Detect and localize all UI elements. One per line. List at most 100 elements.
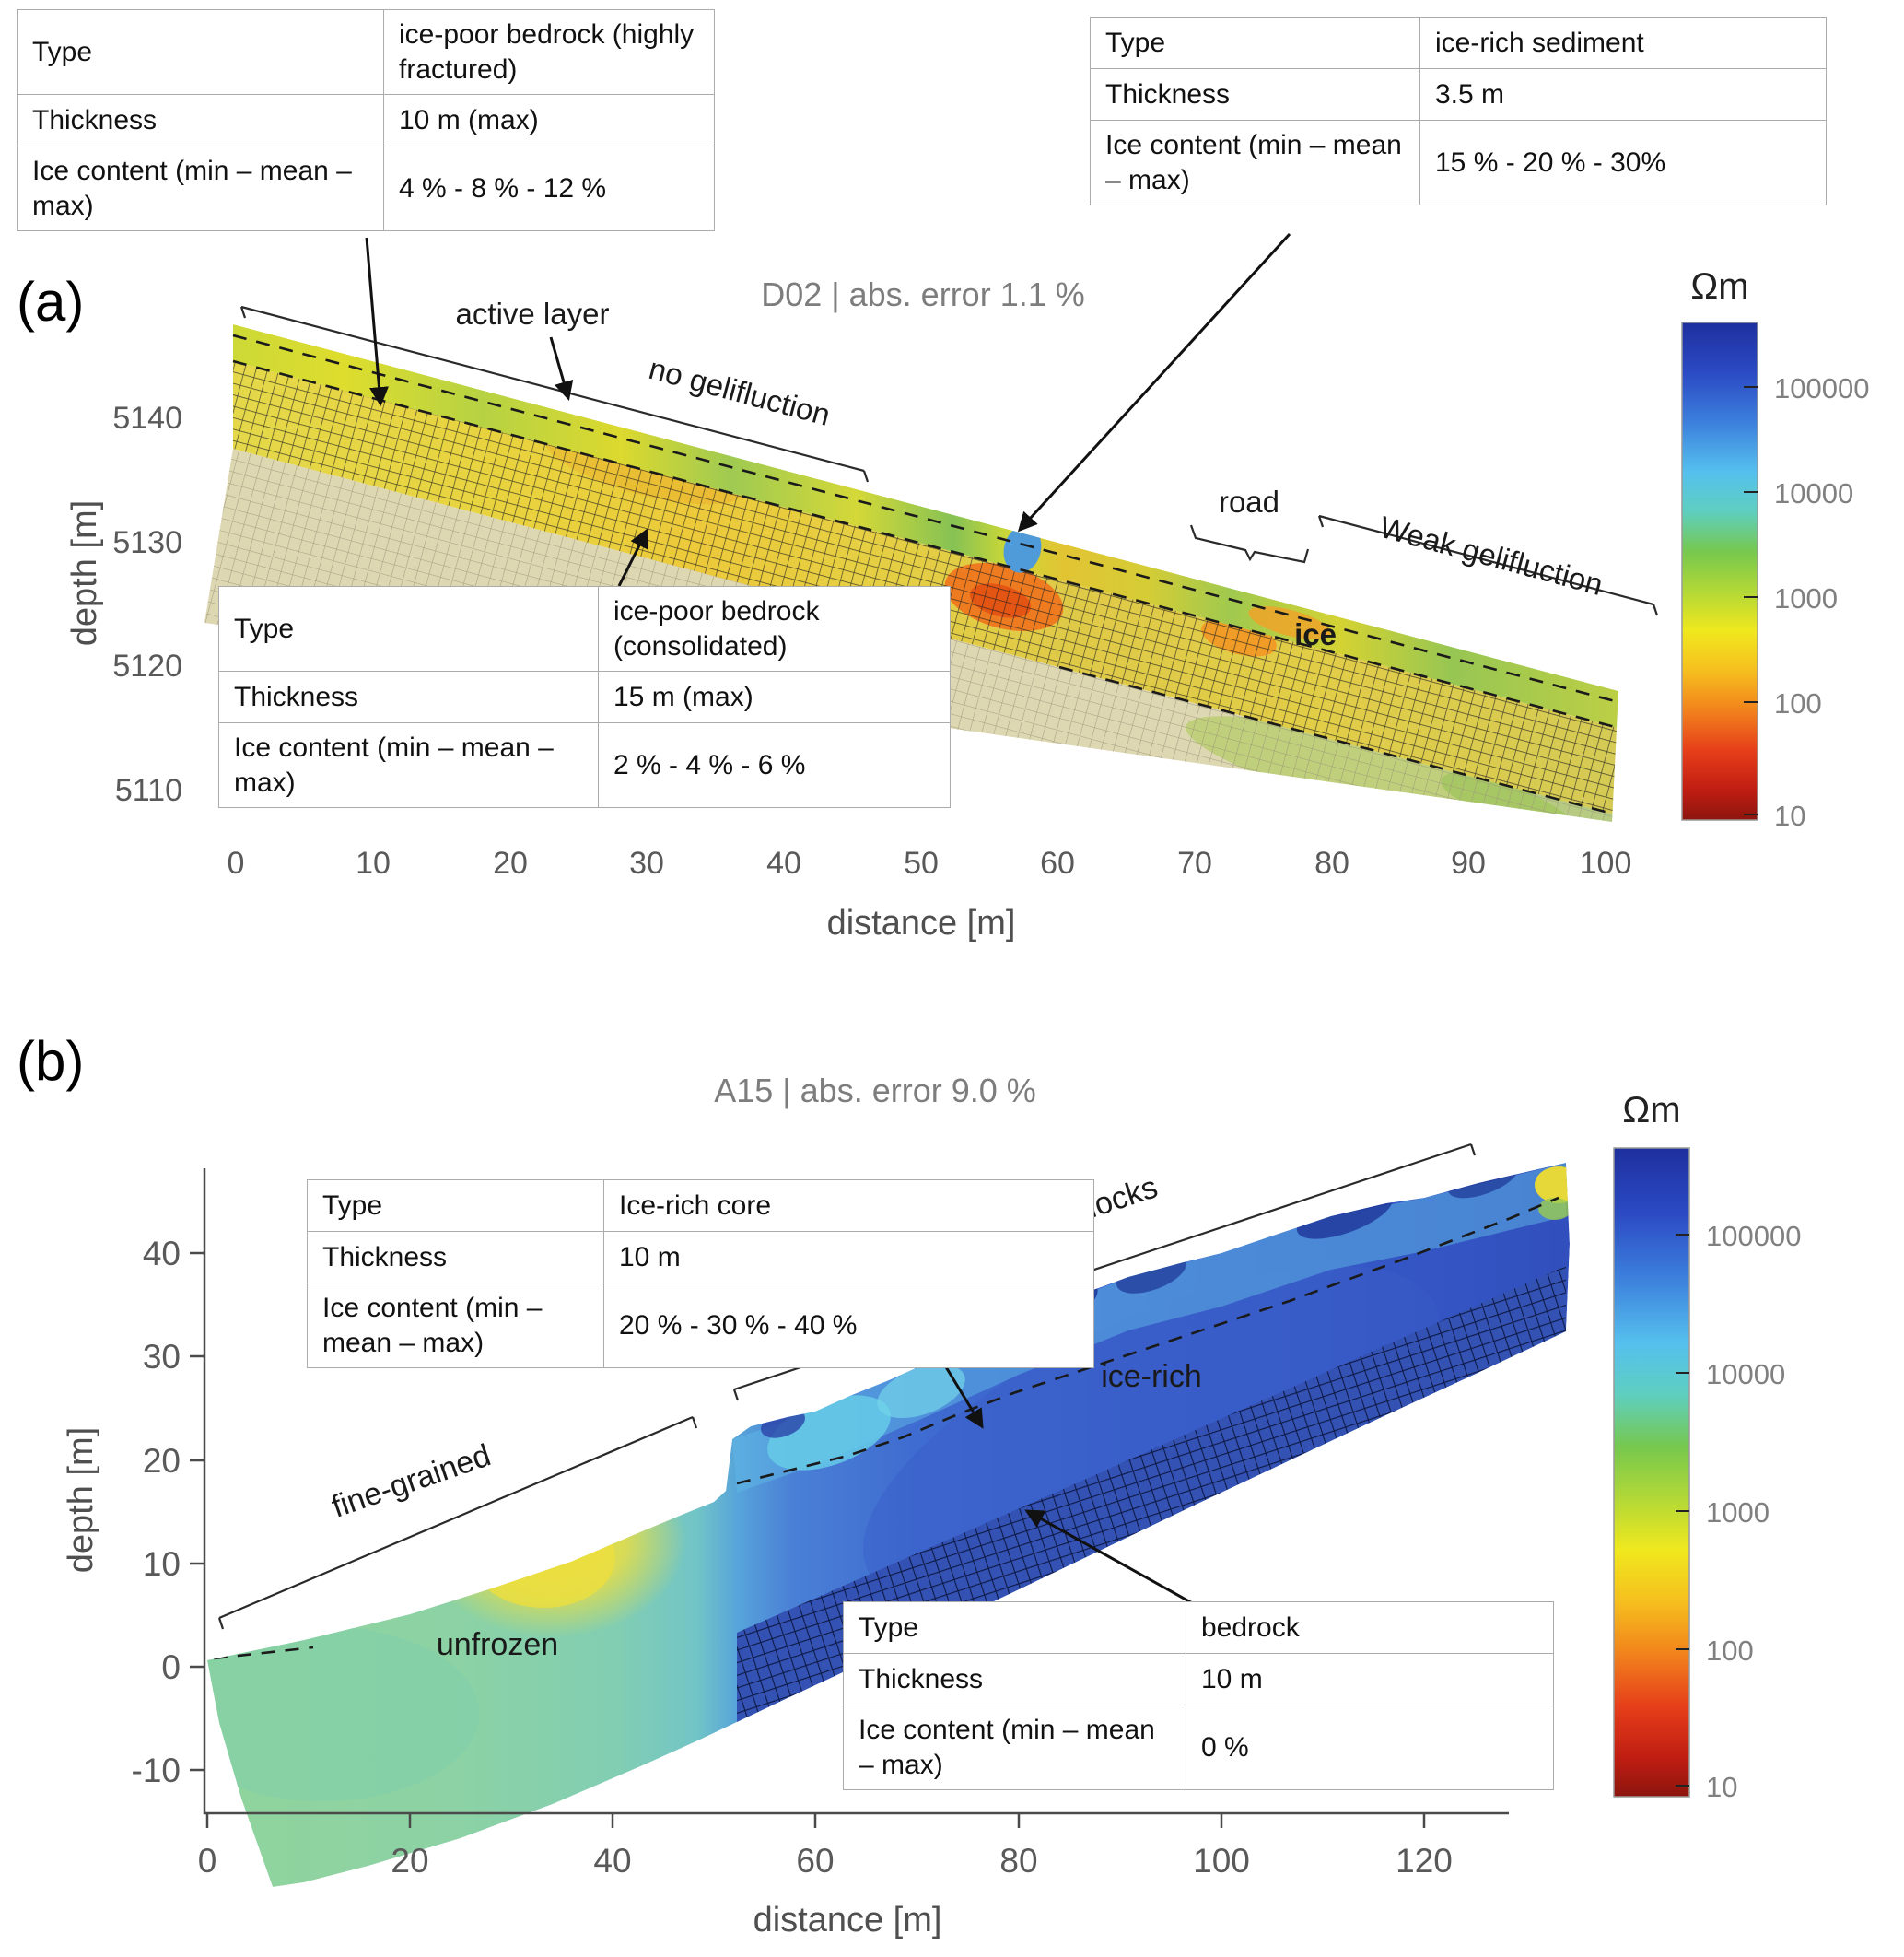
table-b-bedrock: Type bedrock Thickness 10 m Ice content …	[843, 1601, 1554, 1790]
x-tick: 0	[198, 1842, 217, 1880]
table-row: Thickness 15 m (max)	[219, 672, 950, 723]
table-cell-label: Thickness	[219, 672, 599, 722]
table-row: Thickness 10 m	[308, 1232, 1093, 1283]
colorbar-a: Ωm 100000 10000 1000 100 10	[1681, 266, 1869, 832]
colorbar-gradient	[1613, 1147, 1690, 1798]
table-row: Type ice-poor bedrock (consolidated)	[219, 587, 950, 672]
colorbar-tick: 100	[1774, 687, 1822, 720]
arrow-bedrock-table	[1024, 1509, 1197, 1607]
colorbar-tick: 1000	[1774, 582, 1838, 615]
section-b-base	[207, 1163, 1570, 1887]
table-row: Ice content (min – mean – max) 2 % - 4 %…	[219, 723, 950, 807]
table-row: Ice content (min – mean – max) 20 % - 30…	[308, 1283, 1093, 1367]
table-row: Ice content (min – mean – max) 4 % - 8 %…	[18, 146, 714, 230]
table-row: Thickness 10 m	[844, 1654, 1553, 1705]
unfrozen-label: unfrozen	[437, 1627, 558, 1662]
table-cell-value: ice-poor bedrock (consolidated)	[613, 596, 820, 662]
table-cell-value: ice-rich sediment	[1435, 27, 1644, 58]
x-tick: 40	[593, 1842, 631, 1880]
table-cell-value: 10 m	[1201, 1663, 1263, 1694]
table-row: Thickness 3.5 m	[1091, 69, 1826, 121]
ice-label: ice	[1294, 617, 1337, 651]
colorbar-tick: 10000	[1774, 477, 1853, 510]
y-tick: 5110	[115, 773, 182, 808]
x-axis-label-a: distance [m]	[827, 904, 1016, 943]
x-tick: 100	[1193, 1842, 1250, 1880]
colorbar-unit: Ωm	[1690, 266, 1748, 307]
table-a-fractured: Type ice-poor bedrock (highly fractured)…	[17, 9, 715, 231]
x-tick: 90	[1451, 846, 1486, 881]
x-tick: 80	[1314, 846, 1349, 881]
table-row: Type Ice-rich core	[308, 1180, 1093, 1232]
weak-gelifluction-label: Weak gelifluction	[1376, 510, 1606, 602]
x-tick: 80	[999, 1842, 1037, 1880]
colorbar-tick: 100000	[1774, 372, 1869, 404]
road-label: road	[1219, 485, 1279, 519]
table-a-consolidated: Type ice-poor bedrock (consolidated) Thi…	[218, 586, 951, 808]
table-b-ice-rich-core: Type Ice-rich core Thickness 10 m Ice co…	[307, 1179, 1094, 1368]
colorbar-tick: 10000	[1706, 1358, 1785, 1390]
x-tick: 50	[904, 846, 939, 881]
table-cell-label: Ice content (min – mean – max)	[308, 1283, 604, 1367]
colorbar-unit: Ωm	[1622, 1090, 1680, 1131]
y-axis-label-b: depth [m]	[62, 1427, 100, 1573]
x-tick: 20	[391, 1842, 428, 1880]
table-cell-label: Thickness	[18, 95, 384, 146]
table-cell-value: bedrock	[1201, 1611, 1300, 1643]
y-tick: 5130	[112, 525, 182, 560]
colorbar-tick: 10	[1706, 1771, 1737, 1803]
table-cell-label: Ice content (min – mean – max)	[219, 723, 599, 807]
y-tick: 5140	[112, 401, 182, 436]
table-cell-label: Thickness	[1091, 69, 1420, 120]
table-cell-label: Thickness	[844, 1654, 1186, 1705]
table-cell-value: 15 % - 20 % - 30%	[1435, 146, 1666, 178]
active-layer-label: active layer	[456, 297, 610, 331]
y-tick: 0	[161, 1648, 181, 1686]
panel-b-title: A15 | abs. error 9.0 %	[714, 1072, 1036, 1109]
table-row: Type ice-poor bedrock (highly fractured)	[18, 10, 714, 95]
panel-a-label: (a)	[17, 271, 84, 333]
table-cell-label: Ice content (min – mean – max)	[18, 146, 384, 230]
x-tick: 100	[1580, 846, 1632, 881]
colorbar-b: Ωm 100000 10000 1000 100 10	[1613, 1090, 1801, 1803]
table-row: Type bedrock	[844, 1602, 1553, 1654]
surface-light-blue-band	[732, 1163, 1566, 1493]
table-cell-value: 10 m	[619, 1241, 681, 1272]
table-cell-label: Ice content (min – mean – max)	[844, 1705, 1186, 1789]
y-tick: 30	[143, 1338, 181, 1376]
table-cell-label: Type	[219, 587, 599, 671]
arrow-fractured-table	[365, 237, 389, 407]
table-cell-value: 20 % - 30 % - 40 %	[619, 1309, 858, 1341]
table-cell-label: Type	[18, 10, 384, 94]
table-a-ice-rich-sediment: Type ice-rich sediment Thickness 3.5 m I…	[1090, 17, 1827, 205]
table-cell-label: Type	[308, 1180, 604, 1231]
table-cell-value: 10 m (max)	[399, 104, 539, 135]
y-tick: -10	[132, 1752, 181, 1789]
table-cell-value: 2 % - 4 % - 6 %	[613, 749, 806, 780]
table-cell-value: 15 m (max)	[613, 681, 753, 712]
panel-b-label: (b)	[17, 1030, 84, 1092]
table-cell-label: Thickness	[308, 1232, 604, 1283]
x-tick: 60	[1040, 846, 1075, 881]
x-tick: 30	[629, 846, 664, 881]
y-tick: 10	[143, 1545, 181, 1583]
x-tick: 0	[228, 846, 245, 881]
colorbar-tick: 1000	[1706, 1496, 1770, 1529]
ice-rich-sediment-patch	[1003, 525, 1042, 573]
table-cell-label: Type	[1091, 18, 1420, 68]
table-row: Ice content (min – mean – max) 15 % - 20…	[1091, 121, 1826, 205]
axes-a: depth [m] 5140 5130 5120 5110 0 10 20 30…	[65, 401, 1631, 943]
colorbar-tick: 10	[1774, 800, 1805, 832]
x-tick: 60	[796, 1842, 834, 1880]
table-cell-value: Ice-rich core	[619, 1189, 772, 1221]
ice-rich-label: ice-rich	[1101, 1359, 1202, 1394]
x-axis-label-b: distance [m]	[753, 1901, 942, 1939]
panel-a-title: D02 | abs. error 1.1 %	[761, 275, 1085, 313]
x-tick: 70	[1177, 846, 1212, 881]
table-cell-value: 3.5 m	[1435, 78, 1505, 110]
table-row: Thickness 10 m (max)	[18, 95, 714, 146]
axes-b: depth [m] 40 30 20 10 0 -10 0 20 40 60 8…	[62, 1168, 1509, 1939]
arrow-consolidated-table	[617, 528, 648, 587]
x-tick: 20	[493, 846, 528, 881]
